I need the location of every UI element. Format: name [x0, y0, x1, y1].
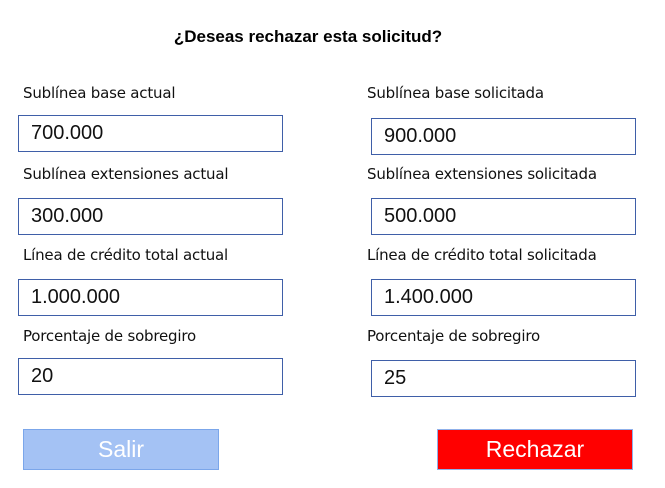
- current-base-subline-field[interactable]: 700.000: [18, 115, 283, 152]
- exit-button[interactable]: Salir: [23, 429, 219, 470]
- requested-base-subline-label: Sublínea base solicitada: [367, 84, 544, 102]
- dialog-title: ¿Deseas rechazar esta solicitud?: [173, 27, 443, 46]
- requested-extensions-subline-label: Sublínea extensiones solicitada: [367, 165, 597, 183]
- requested-total-credit-field[interactable]: 1.400.000: [371, 279, 636, 316]
- requested-extensions-subline-field[interactable]: 500.000: [371, 198, 636, 235]
- requested-total-credit-label: Línea de crédito total solicitada: [367, 246, 597, 264]
- current-extensions-subline-field[interactable]: 300.000: [18, 198, 283, 235]
- requested-overdraft-field[interactable]: 25: [371, 360, 636, 397]
- current-total-credit-field[interactable]: 1.000.000: [18, 279, 283, 316]
- requested-base-subline-field[interactable]: 900.000: [371, 118, 636, 155]
- current-overdraft-label: Porcentaje de sobregiro: [23, 327, 196, 345]
- current-overdraft-field[interactable]: 20: [18, 358, 283, 395]
- current-base-subline-label: Sublínea base actual: [23, 84, 176, 102]
- reject-button[interactable]: Rechazar: [437, 429, 633, 470]
- current-total-credit-label: Línea de crédito total actual: [23, 246, 229, 264]
- current-extensions-subline-label: Sublínea extensiones actual: [23, 165, 229, 183]
- requested-overdraft-label: Porcentaje de sobregiro: [367, 327, 540, 345]
